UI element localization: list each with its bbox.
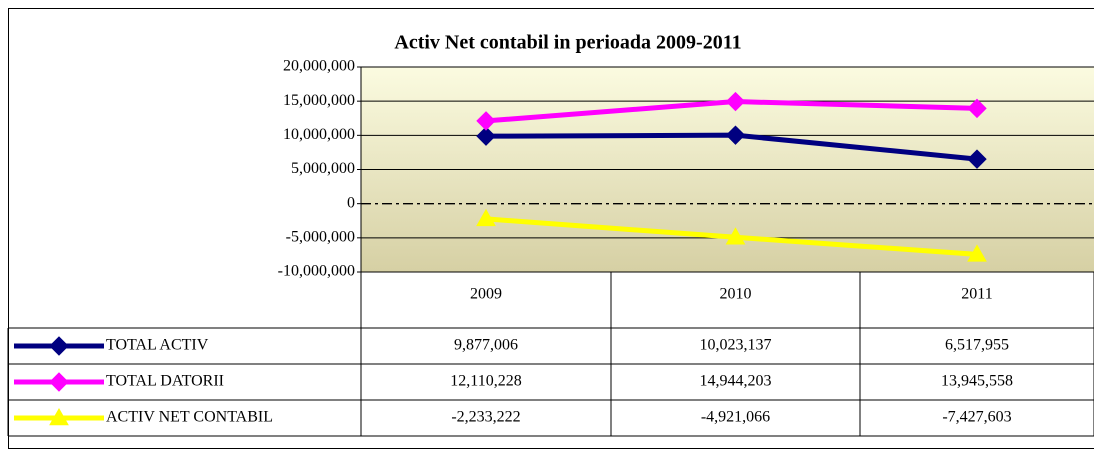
table-value: 12,110,228 <box>450 373 521 390</box>
y-tick-label: 20,000,000 <box>283 58 355 75</box>
y-tick-label: 0 <box>347 194 355 211</box>
legend-label: TOTAL ACTIV <box>106 337 209 354</box>
legend-marker <box>49 407 69 426</box>
y-tick-label: 10,000,000 <box>283 126 355 143</box>
table-value: 10,023,137 <box>700 337 772 354</box>
data-point <box>725 125 746 145</box>
table-value: -4,921,066 <box>701 409 770 426</box>
data-point <box>725 227 746 245</box>
table-value: -2,233,222 <box>451 409 520 426</box>
data-point <box>476 126 496 146</box>
chart-title: Activ Net contabil in perioada 2009-2011 <box>394 32 741 54</box>
table-value: 6,517,955 <box>945 337 1009 354</box>
data-point <box>967 98 987 119</box>
x-tick-label: 2011 <box>961 286 992 303</box>
legend-marker <box>49 372 69 392</box>
x-tick-label: 2009 <box>470 286 502 303</box>
data-point <box>967 149 987 169</box>
y-tick-label: 15,000,000 <box>283 92 355 109</box>
y-tick-label: -10,000,000 <box>278 263 355 280</box>
table-value: 9,877,006 <box>454 337 518 354</box>
data-point <box>967 244 987 262</box>
legend-label: ACTIV NET CONTABIL <box>106 409 273 426</box>
y-tick-label: 5,000,000 <box>291 160 355 177</box>
y-tick-label: -5,000,000 <box>286 229 355 246</box>
legend-marker <box>49 336 69 356</box>
x-tick-label: 2010 <box>720 286 752 303</box>
data-point <box>476 208 496 227</box>
legend-label: TOTAL DATORII <box>106 373 224 390</box>
table-value: 13,945,558 <box>941 373 1013 390</box>
data-point <box>476 111 496 131</box>
table-value: 14,944,203 <box>700 373 772 390</box>
table-value: -7,427,603 <box>942 409 1011 426</box>
data-point <box>725 91 746 112</box>
